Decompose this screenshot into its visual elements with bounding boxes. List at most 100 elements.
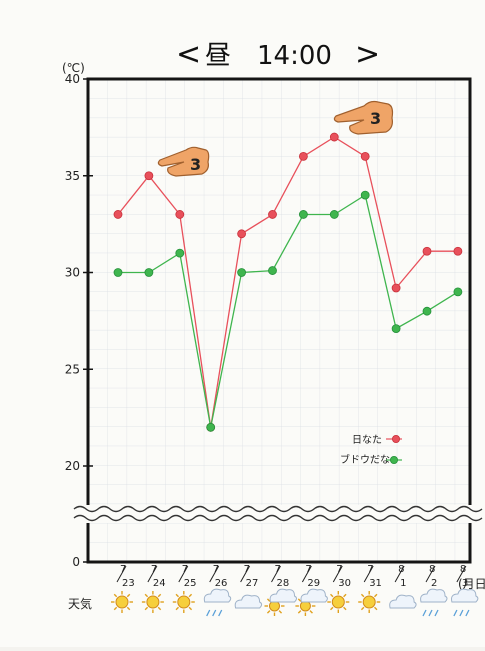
- rain-icon: [451, 588, 479, 617]
- x-tick-label: 730: [332, 564, 351, 589]
- x-tick-month: 7: [275, 564, 281, 575]
- x-tick-label: 729: [301, 564, 320, 589]
- x-tick-slash: [240, 565, 251, 583]
- y-tick-label: 20: [65, 459, 80, 473]
- data-point-hinata: [144, 171, 154, 181]
- data-point-hinata: [298, 151, 308, 161]
- y-tick-label: 35: [65, 169, 80, 183]
- x-unit-label: (月日): [458, 577, 485, 591]
- x-tick-slash: [147, 565, 158, 583]
- sun-cloud-icon: [264, 588, 297, 616]
- x-tick-label: 83: [456, 564, 468, 589]
- x-tick-label: 724: [147, 564, 166, 589]
- x-tick-month: 8: [460, 564, 466, 575]
- x-tick-day: 3: [462, 578, 468, 589]
- x-tick-day: 31: [369, 578, 382, 589]
- legend-marker-hinata: [391, 434, 400, 443]
- sun-icon: [327, 591, 350, 613]
- plot-frame: [86, 77, 472, 564]
- y-tick-label: 30: [65, 266, 80, 280]
- data-point-budoudana: [268, 266, 277, 275]
- data-point-hinata: [113, 210, 123, 219]
- chart-title: 昼 14:00: [205, 41, 332, 71]
- rain-icon: [420, 588, 448, 617]
- x-tick-slash: [332, 565, 343, 583]
- axis-break-line-lower: [73, 514, 483, 522]
- x-tick-label: 82: [425, 564, 437, 589]
- x-tick-day: 25: [184, 578, 197, 589]
- data-point-hinata: [175, 210, 185, 219]
- x-tick-month: 7: [244, 564, 250, 575]
- x-tick-day: 29: [307, 578, 320, 589]
- data-point-hinata: [422, 246, 432, 256]
- x-tick-slash: [178, 565, 189, 583]
- x-tick-day: 27: [246, 578, 259, 589]
- x-tick-day: 28: [277, 578, 290, 589]
- rain-icon: [203, 588, 232, 617]
- annotation-label: 3: [370, 109, 381, 128]
- x-tick-slash: [116, 565, 127, 583]
- x-tick-month: 7: [367, 564, 373, 575]
- x-tick-day: 30: [338, 578, 351, 589]
- weather-label: 天気: [68, 596, 92, 611]
- data-point-budoudana: [329, 210, 339, 219]
- axis-break-line-upper: [73, 505, 483, 513]
- legend-label-hinata: 日なた: [352, 434, 382, 446]
- y-axis-ticks: 0 20 25 30 35 40: [65, 72, 93, 569]
- data-point-budoudana: [391, 324, 401, 334]
- pointing-hand-icon: [157, 146, 210, 177]
- x-tick-slash: [363, 565, 374, 583]
- x-tick-label: 723: [116, 564, 135, 589]
- plot-grid: [88, 79, 470, 562]
- x-tick-slash: [456, 565, 467, 583]
- x-tick-month: 7: [182, 564, 188, 575]
- annotation-1: 3: [157, 146, 210, 177]
- cloud-icon: [234, 594, 263, 609]
- x-tick-day: 23: [122, 578, 135, 589]
- series-points: [113, 132, 463, 432]
- next-arrow-icon: >: [355, 37, 380, 72]
- x-tick-label: 725: [178, 564, 197, 589]
- y-unit-label: (℃): [62, 61, 85, 75]
- legend-label-budoudana: ブドウだな: [340, 453, 390, 466]
- x-tick-month: 7: [305, 564, 311, 575]
- x-tick-month: 8: [398, 564, 404, 575]
- data-point-budoudana: [298, 210, 308, 219]
- x-tick-month: 7: [213, 564, 219, 575]
- data-point-budoudana: [422, 306, 432, 316]
- cloud-icon: [389, 594, 417, 609]
- y-tick-label: 25: [65, 362, 80, 376]
- pointing-hand-icon: [333, 100, 394, 135]
- y-tick-label: 40: [65, 72, 80, 86]
- x-tick-month: 7: [120, 564, 126, 575]
- x-tick-slash: [209, 565, 220, 583]
- data-point-budoudana: [453, 287, 463, 297]
- data-point-budoudana: [206, 422, 216, 432]
- sun-cloud-icon: [295, 588, 328, 616]
- data-point-budoudana: [113, 268, 123, 277]
- x-tick-month: 7: [336, 564, 342, 575]
- x-tick-day: 26: [215, 578, 228, 589]
- x-tick-label: 727: [240, 564, 259, 589]
- data-point-hinata: [391, 283, 401, 293]
- x-tick-label: 726: [209, 564, 228, 589]
- x-tick-slash: [394, 565, 405, 583]
- x-tick-slash: [301, 565, 312, 583]
- data-point-hinata: [329, 132, 339, 142]
- prev-arrow-icon: <: [176, 37, 201, 72]
- x-tick-slash: [425, 565, 436, 583]
- series-lines: [117, 136, 459, 428]
- x-tick-month: 7: [151, 564, 157, 575]
- legend-marker-budoudana: [389, 455, 398, 464]
- annotation-label: 3: [190, 155, 201, 174]
- data-point-budoudana: [144, 268, 154, 277]
- x-tick-day: 2: [431, 578, 437, 589]
- data-point-hinata: [453, 246, 463, 256]
- data-point-hinata: [360, 151, 370, 161]
- x-tick-month: 8: [429, 564, 435, 575]
- x-tick-label: 81: [394, 564, 406, 589]
- sun-icon: [141, 591, 164, 613]
- sun-icon: [358, 591, 381, 613]
